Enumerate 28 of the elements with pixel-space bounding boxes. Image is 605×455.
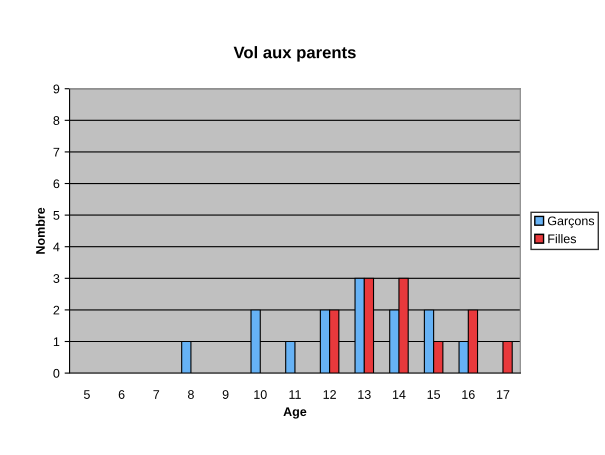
x-tick-label: 5 <box>84 390 90 399</box>
x-tick-label: 7 <box>153 390 160 399</box>
x-tick-label: 11 <box>289 390 301 399</box>
y-tick-label: 2 <box>54 306 60 314</box>
x-tick-label: 6 <box>118 390 125 399</box>
x-axis-title: Age <box>283 407 306 419</box>
x-tick-label: 9 <box>222 390 228 399</box>
x-tick-label: 14 <box>392 390 406 399</box>
x-tick-label: 16 <box>462 390 475 399</box>
y-tick-label: 7 <box>54 148 60 156</box>
y-axis-title: Nombre <box>36 208 45 254</box>
y-tick-label: 6 <box>54 179 60 188</box>
x-tick-label: 8 <box>188 390 194 399</box>
chart-title: Vol aux parents <box>234 46 356 62</box>
x-tick-label: 10 <box>254 390 267 399</box>
x-tick-label: 15 <box>428 390 440 399</box>
y-tick-label: 3 <box>53 274 60 283</box>
x-tick-label: 12 <box>324 390 336 399</box>
y-tick-label: 5 <box>53 211 60 220</box>
x-tick-label: 13 <box>358 390 371 399</box>
y-tick-label: 9 <box>53 84 60 94</box>
x-tick-label: 17 <box>496 390 510 399</box>
y-tick-label: 8 <box>53 116 60 125</box>
legend-label: Garçons <box>548 216 594 228</box>
y-tick-label: 4 <box>53 242 60 252</box>
y-tick-label: 0 <box>53 368 60 378</box>
y-tick-label: 1 <box>54 337 60 346</box>
legend-label: Filles <box>548 234 576 244</box>
